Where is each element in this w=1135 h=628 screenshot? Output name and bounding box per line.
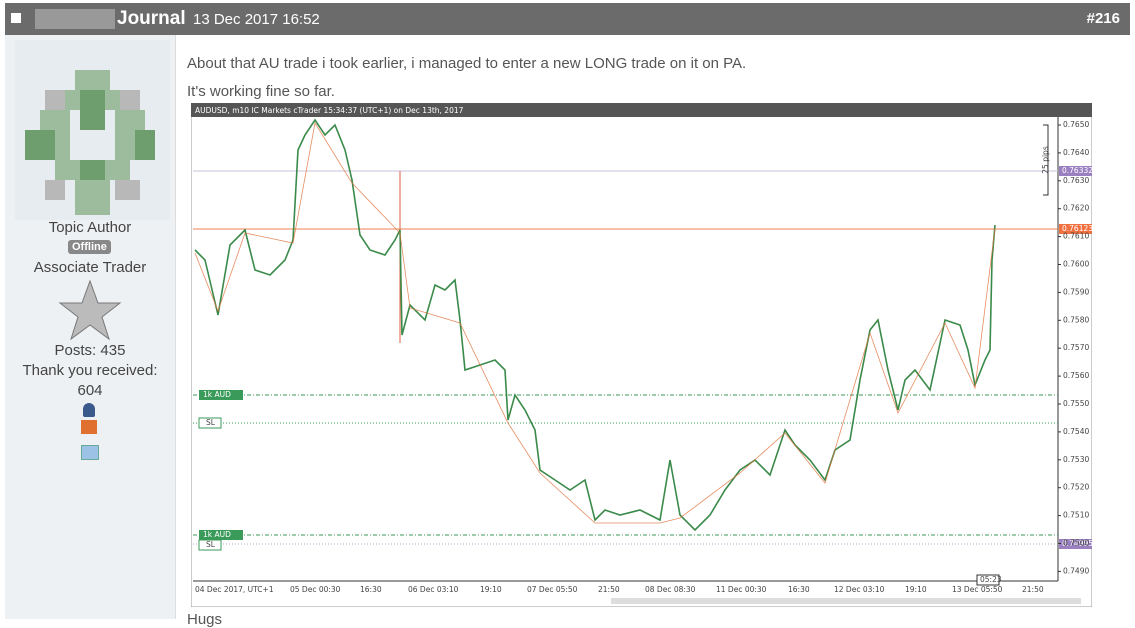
time-label: 19:10 xyxy=(480,585,502,594)
time-label: 07 Dec 05:50 xyxy=(527,585,578,594)
price-label: 0.7630 xyxy=(1063,176,1089,185)
author-panel: Topic Author Offline Associate Trader Po… xyxy=(5,35,175,619)
time-label: 16:30 xyxy=(788,585,810,594)
checkbox[interactable] xyxy=(11,13,21,23)
time-label: 06 Dec 03:10 xyxy=(408,585,459,594)
time-label: 21:50 xyxy=(1022,585,1044,594)
time-label: 04 Dec 2017, UTC+1 xyxy=(195,585,274,594)
price-trace xyxy=(194,118,996,532)
thanks-label: Thank you received: xyxy=(22,362,158,379)
time-label: 16:30 xyxy=(360,585,382,594)
post-number[interactable]: #216 xyxy=(1086,10,1120,27)
price-label: 0.7490 xyxy=(1063,566,1089,575)
price-label: 0.7610 xyxy=(1063,232,1089,241)
time-label: 19:10 xyxy=(905,585,927,594)
price-label: 0.7560 xyxy=(1063,371,1089,380)
time-label: 05 Dec 00:30 xyxy=(290,585,341,594)
message-icon[interactable] xyxy=(81,445,99,460)
blurred-name xyxy=(35,9,115,29)
user-icon[interactable] xyxy=(83,403,95,417)
post-text: About that AU trade i took earlier, i ma… xyxy=(187,55,747,72)
line-tag: 0.76332 xyxy=(1062,166,1092,175)
status-badge: Offline xyxy=(68,240,111,254)
price-label: 0.7640 xyxy=(1063,148,1089,157)
rank-star xyxy=(58,279,122,341)
price-label: 0.7550 xyxy=(1063,399,1089,408)
price-label: 0.7650 xyxy=(1063,120,1089,129)
post-text: Hugs xyxy=(187,611,223,628)
sl-tag: SL xyxy=(206,418,216,427)
sl-tag: SL xyxy=(206,540,216,549)
order-tag: 1k AUD xyxy=(203,530,231,539)
range-label: 25 pips xyxy=(1041,146,1050,174)
thanks-count: 604 xyxy=(77,382,103,399)
line-tag: 0.74995 xyxy=(1062,539,1092,548)
post-header: Journal 13 Dec 2017 16:52 #216 xyxy=(5,3,1130,35)
price-label: 0.7510 xyxy=(1063,511,1089,520)
price-label: 0.7530 xyxy=(1063,455,1089,464)
price-label: 0.7520 xyxy=(1063,483,1089,492)
price-label: 0.7620 xyxy=(1063,204,1089,213)
price-label: 0.7570 xyxy=(1063,343,1089,352)
price-label: 0.7540 xyxy=(1063,427,1089,436)
price-label: 0.7580 xyxy=(1063,315,1089,324)
cursor-time: 05:23 xyxy=(980,575,1002,584)
author-rank: Associate Trader xyxy=(33,259,147,276)
chart-image-title: AUDUSD, m10 IC Markets cTrader 15:34:37 … xyxy=(195,106,464,115)
time-label: 12 Dec 03:10 xyxy=(834,585,885,594)
price-label: 0.7590 xyxy=(1063,287,1089,296)
author-role: Topic Author xyxy=(48,219,132,236)
time-label: 13 Dec 05:50 xyxy=(952,585,1003,594)
post-date: 13 Dec 2017 16:52 xyxy=(193,11,320,28)
price-label: 0.7500 xyxy=(1063,539,1089,548)
time-label: 21:50 xyxy=(598,585,620,594)
post-count: Posts: 435 xyxy=(54,342,126,359)
time-label: 11 Dec 00:30 xyxy=(716,585,767,594)
price-label: 0.7600 xyxy=(1063,260,1089,269)
thread-title[interactable]: Journal xyxy=(117,8,186,29)
post-text: It's working fine so far. xyxy=(187,83,335,100)
line-tag: 0.76123 xyxy=(1062,224,1092,233)
order-tag: 1k AUD xyxy=(203,390,231,399)
avatar xyxy=(15,40,170,220)
time-label: 08 Dec 08:30 xyxy=(645,585,696,594)
chart-image: AUDUSD, m10 IC Markets cTrader 15:34:37 … xyxy=(191,103,1092,607)
home-icon[interactable] xyxy=(81,420,97,434)
